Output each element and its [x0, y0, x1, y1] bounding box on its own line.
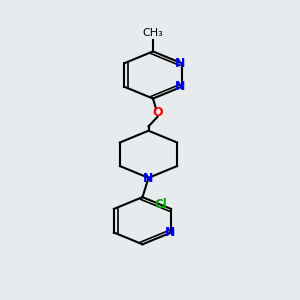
Text: N: N: [143, 172, 154, 185]
Text: N: N: [175, 57, 185, 70]
Text: N: N: [164, 226, 175, 239]
Text: CH₃: CH₃: [142, 28, 164, 38]
Text: Cl: Cl: [154, 198, 167, 211]
Text: N: N: [175, 80, 185, 93]
Text: O: O: [152, 106, 163, 119]
